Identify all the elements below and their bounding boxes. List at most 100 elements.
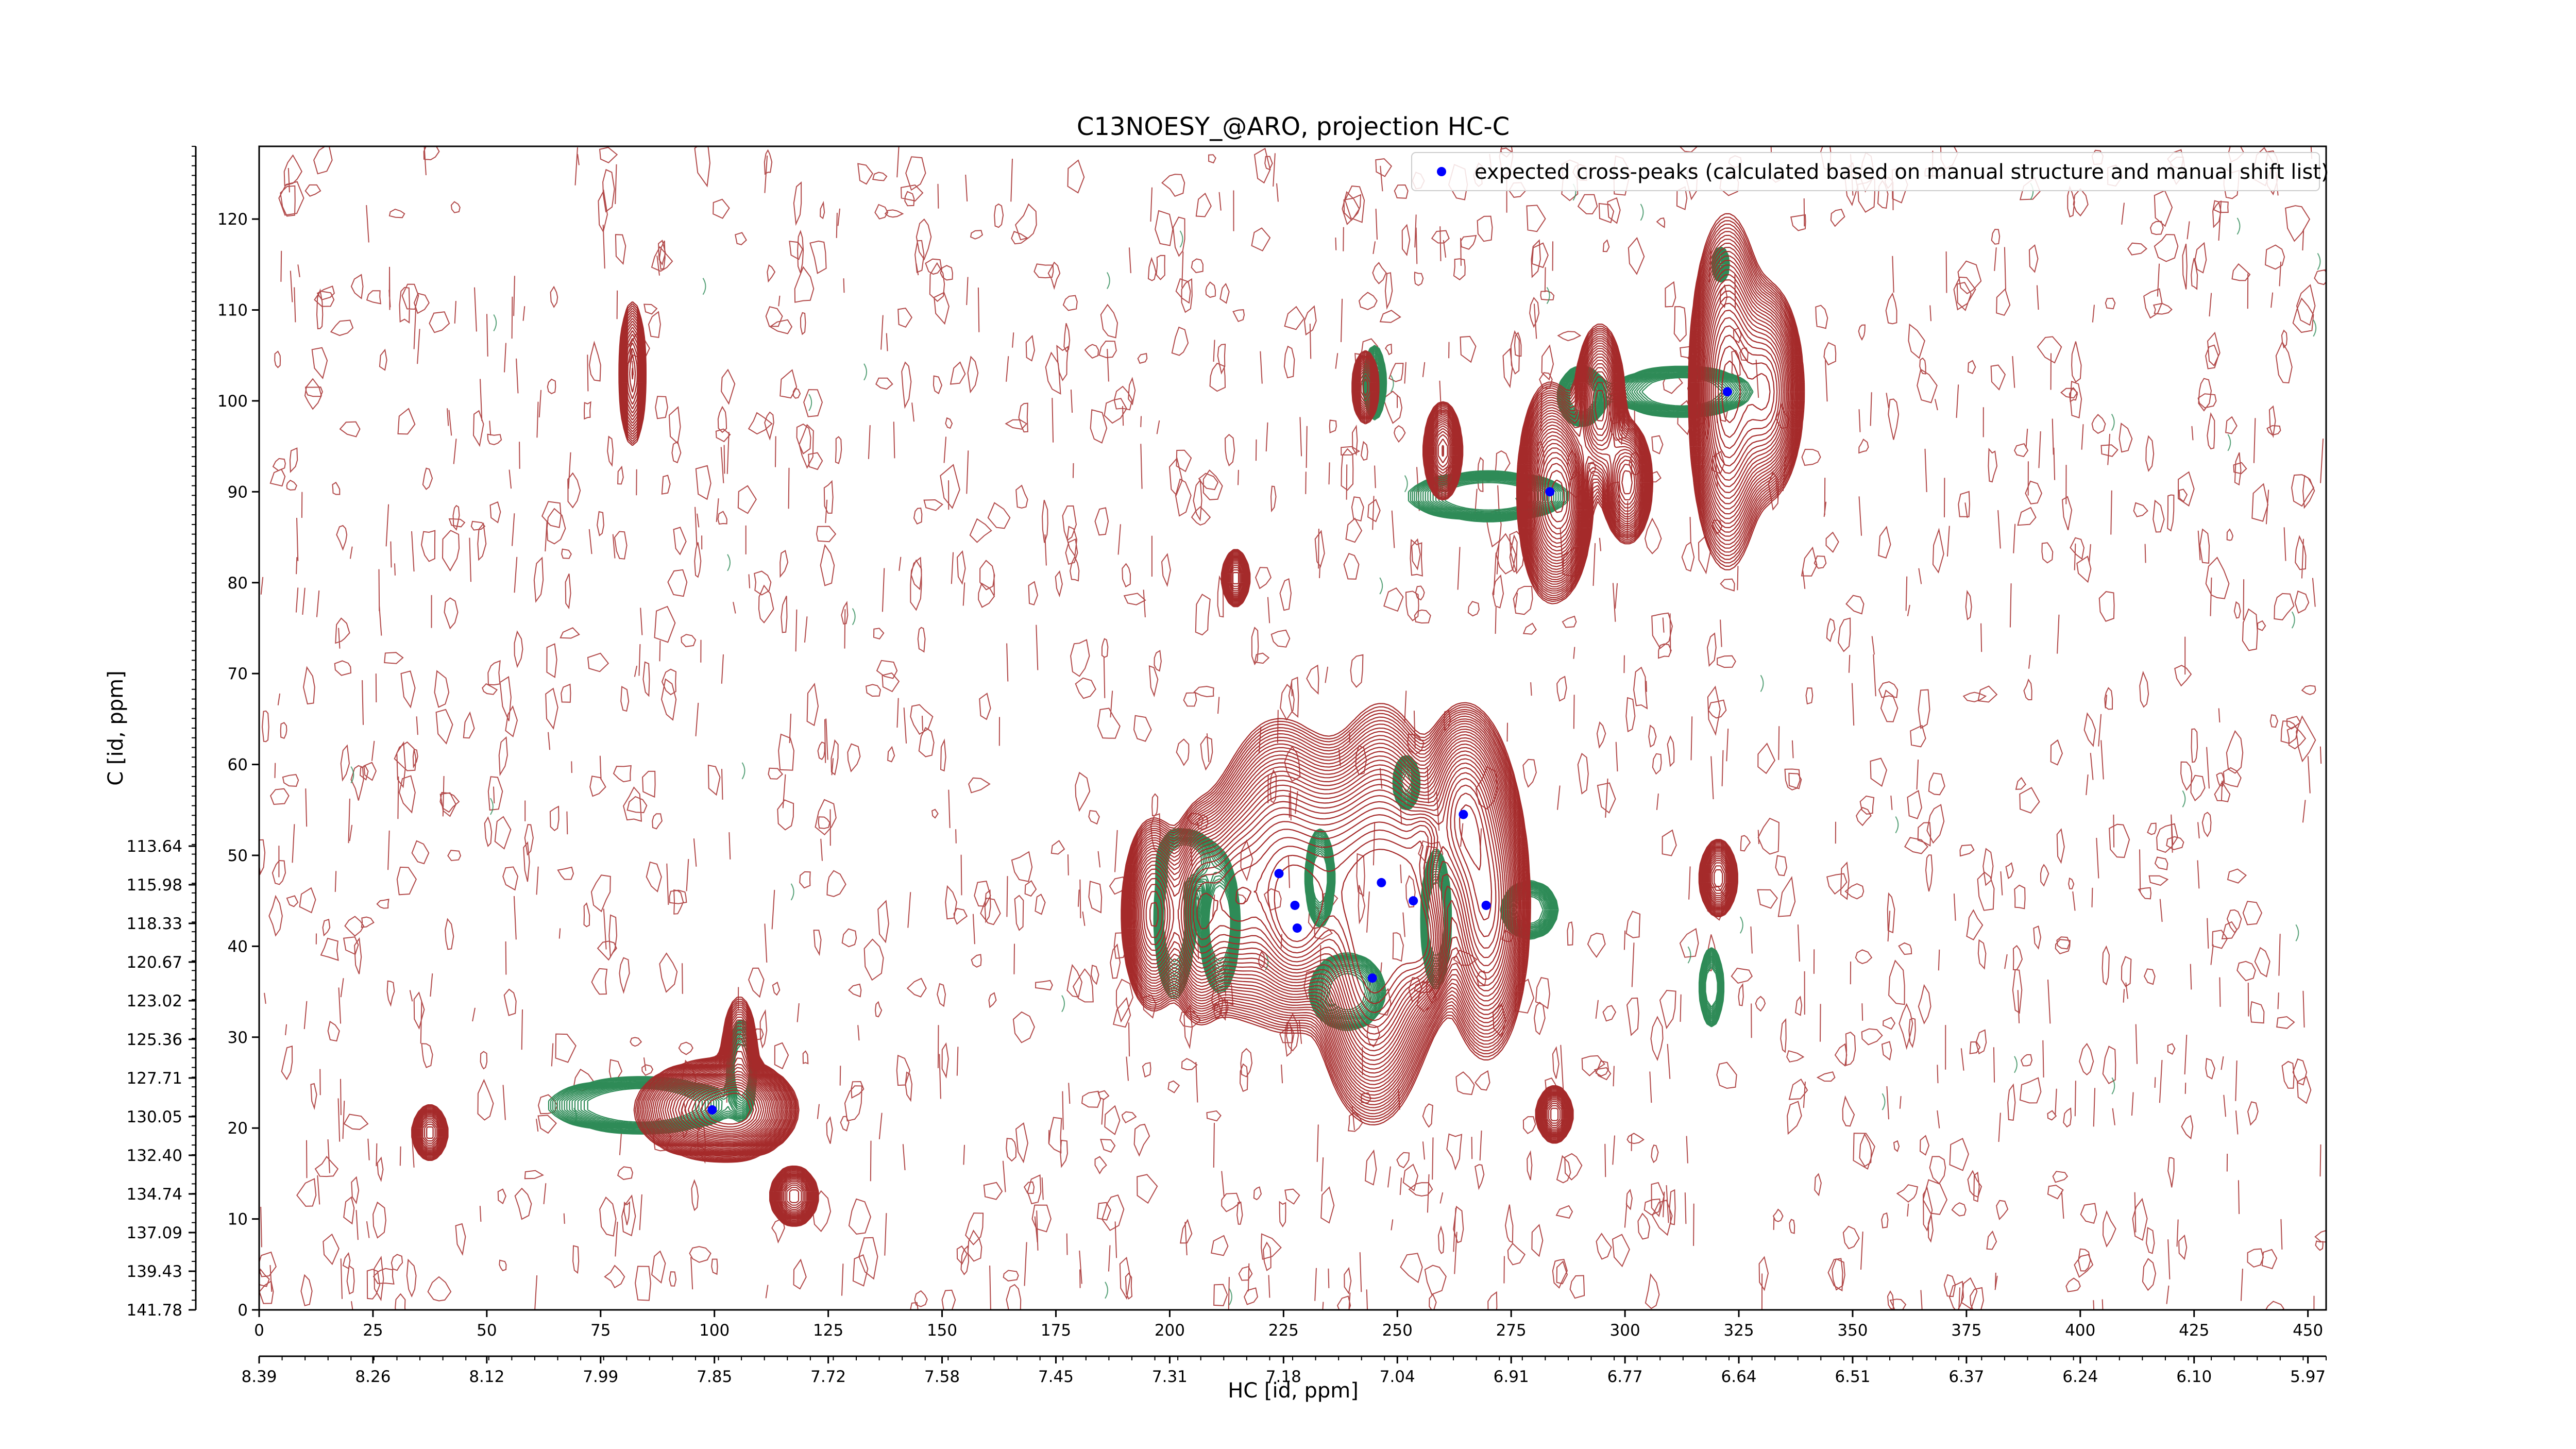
x-ppm-tick-label: 7.58 xyxy=(924,1368,960,1386)
positive-contour-level xyxy=(416,242,1799,1220)
y-index-axis: 0 10 20 30 40 50 60 70 80 90 100 110 120 xyxy=(217,210,259,1320)
y-ppm-tick-label: 120.67 xyxy=(127,953,182,972)
x-ppm-tick-label: 7.85 xyxy=(697,1368,732,1386)
y-ppm-tick-label: 125.36 xyxy=(127,1031,182,1049)
positive-contours xyxy=(411,213,1805,1227)
y-index-tick-label: 110 xyxy=(217,301,248,320)
x-index-tick-label: 275 xyxy=(1496,1321,1527,1340)
expected-crosspeak-marker xyxy=(1409,896,1418,906)
y-ppm-tick-label: 141.78 xyxy=(127,1301,182,1320)
positive-contour-level xyxy=(415,234,1800,1222)
positive-contour-level xyxy=(669,296,1786,1203)
x-index-tick-label: 150 xyxy=(927,1321,957,1340)
y-ppm-axis: 141.78 139.43 137.09 134.74 132.40 130.05 127.… xyxy=(127,146,197,1320)
y-ppm-tick-label: 113.64 xyxy=(127,837,182,856)
chart-title: C13NOESY_@ARO, projection HC-C xyxy=(1077,112,1510,141)
positive-contour-level xyxy=(414,227,1802,1224)
y-index-tick-label: 30 xyxy=(228,1029,248,1047)
x-ppm-tick-label: 7.72 xyxy=(810,1368,846,1386)
x-index-tick-label: 100 xyxy=(699,1321,730,1340)
expected-crosspeak-marker xyxy=(1292,923,1302,933)
positive-contour-level xyxy=(421,264,1793,1215)
expected-crosspeak-marker xyxy=(1367,973,1377,983)
noise-contours xyxy=(259,146,2326,1310)
positive-contour-level xyxy=(413,224,1803,1225)
positive-contour-level xyxy=(672,302,1784,1142)
expected-crosspeak-marker xyxy=(1722,387,1732,397)
x-index-tick-label: 325 xyxy=(1723,1321,1754,1340)
x-ppm-tick-label: 6.64 xyxy=(1721,1368,1757,1386)
y-index-tick-label: 20 xyxy=(228,1119,248,1138)
y-ppm-tick-label: 127.71 xyxy=(127,1069,182,1088)
expected-crosspeak-marker xyxy=(1377,878,1386,887)
y-ppm-tick-label: 130.05 xyxy=(127,1108,182,1126)
x-ppm-tick-label: 8.12 xyxy=(469,1368,504,1386)
legend: expected cross-peaks (calculated based o… xyxy=(1411,152,2329,191)
positive-contour-level xyxy=(705,849,1429,1125)
positive-contour-level xyxy=(426,279,1790,1210)
positive-contour-level xyxy=(422,269,1792,1214)
y-ppm-tick-label: 118.33 xyxy=(127,915,182,933)
y-index-tick-label: 40 xyxy=(228,937,248,956)
expected-crosspeak-marker xyxy=(1274,869,1284,879)
positive-contour-level xyxy=(667,290,1787,1206)
x-ppm-axis: 8.39 8.26 8.12 7.99 7.85 7.72 7.58 7.45 7.31 7.18… xyxy=(241,1355,2327,1386)
x-ppm-tick-label: 7.45 xyxy=(1038,1368,1074,1386)
positive-contour-level xyxy=(684,334,1775,1136)
x-index-tick-label: 375 xyxy=(1951,1321,1981,1340)
y-index-tick-label: 60 xyxy=(228,756,248,774)
y-index-tick-label: 100 xyxy=(217,392,248,411)
plot-frame xyxy=(258,145,2327,1311)
x-index-tick-label: 25 xyxy=(363,1321,383,1340)
x-axis-title: HC [id, ppm] xyxy=(1228,1379,1359,1403)
x-ppm-tick-label: 6.77 xyxy=(1607,1368,1643,1386)
positive-contour-level xyxy=(412,220,1803,1226)
legend-label: expected cross-peaks (calculated based o… xyxy=(1475,160,2329,184)
y-ppm-tick-label: 132.40 xyxy=(127,1147,182,1165)
noise-negative-paths xyxy=(350,182,2321,1306)
positive-contour-level xyxy=(415,239,1799,1221)
y-index-tick-label: 120 xyxy=(217,210,248,229)
positive-contour-level xyxy=(424,274,1791,1212)
x-ppm-tick-label: 8.26 xyxy=(355,1368,391,1386)
x-index-tick-label: 225 xyxy=(1268,1321,1299,1340)
x-index-tick-label: 0 xyxy=(254,1321,264,1340)
positive-contour-level xyxy=(418,250,1797,1218)
y-index-tick-label: 0 xyxy=(238,1301,248,1320)
y-index-tick-label: 10 xyxy=(228,1210,248,1229)
x-ppm-tick-label: 7.99 xyxy=(583,1368,618,1386)
y-index-tick-label: 80 xyxy=(228,574,248,593)
x-ppm-tick-label: 6.24 xyxy=(2062,1368,2098,1386)
x-ppm-tick-label: 6.10 xyxy=(2176,1368,2212,1386)
x-index-tick-label: 200 xyxy=(1155,1321,1185,1340)
x-index-tick-label: 50 xyxy=(477,1321,497,1340)
y-ppm-tick-label: 139.43 xyxy=(127,1262,182,1281)
x-index-tick-label: 350 xyxy=(1837,1321,1868,1340)
positive-contour-level xyxy=(420,260,1794,1216)
y-index-tick-label: 90 xyxy=(228,483,248,501)
x-index-axis: 0 25 50 75 100 125 150 175 200 225 250 275 300 325 350… xyxy=(254,1310,2323,1340)
positive-contour-level xyxy=(696,469,1568,1130)
positive-contour-level xyxy=(674,309,1782,1140)
x-index-tick-label: 250 xyxy=(1382,1321,1413,1340)
y-ppm-tick-label: 134.74 xyxy=(127,1185,182,1204)
expected-crosspeak-marker xyxy=(1481,900,1491,910)
x-index-tick-label: 400 xyxy=(2065,1321,2095,1340)
y-index-tick-label: 70 xyxy=(228,665,248,683)
positive-contour-level xyxy=(691,360,1741,1132)
expected-crosspeak-marker xyxy=(1459,810,1468,819)
x-ppm-tick-label: 6.51 xyxy=(1835,1368,1870,1386)
expected-crosspeak-marker xyxy=(1545,487,1555,497)
x-ppm-tick-label: 5.97 xyxy=(2290,1368,2326,1386)
positive-contour-level xyxy=(687,345,1771,1134)
legend-box xyxy=(1411,152,2320,191)
y-index-tick-label: 50 xyxy=(228,847,248,865)
x-ppm-tick-label: 7.18 xyxy=(1266,1368,1301,1386)
expected-crosspeak-marker xyxy=(1290,900,1300,910)
y-ppm-tick-label: 137.09 xyxy=(127,1224,182,1242)
expected-crosspeak-markers xyxy=(707,387,1732,1115)
x-ppm-tick-label: 8.39 xyxy=(241,1368,277,1386)
x-index-tick-label: 75 xyxy=(590,1321,611,1340)
positive-contour-level xyxy=(419,255,1795,1217)
